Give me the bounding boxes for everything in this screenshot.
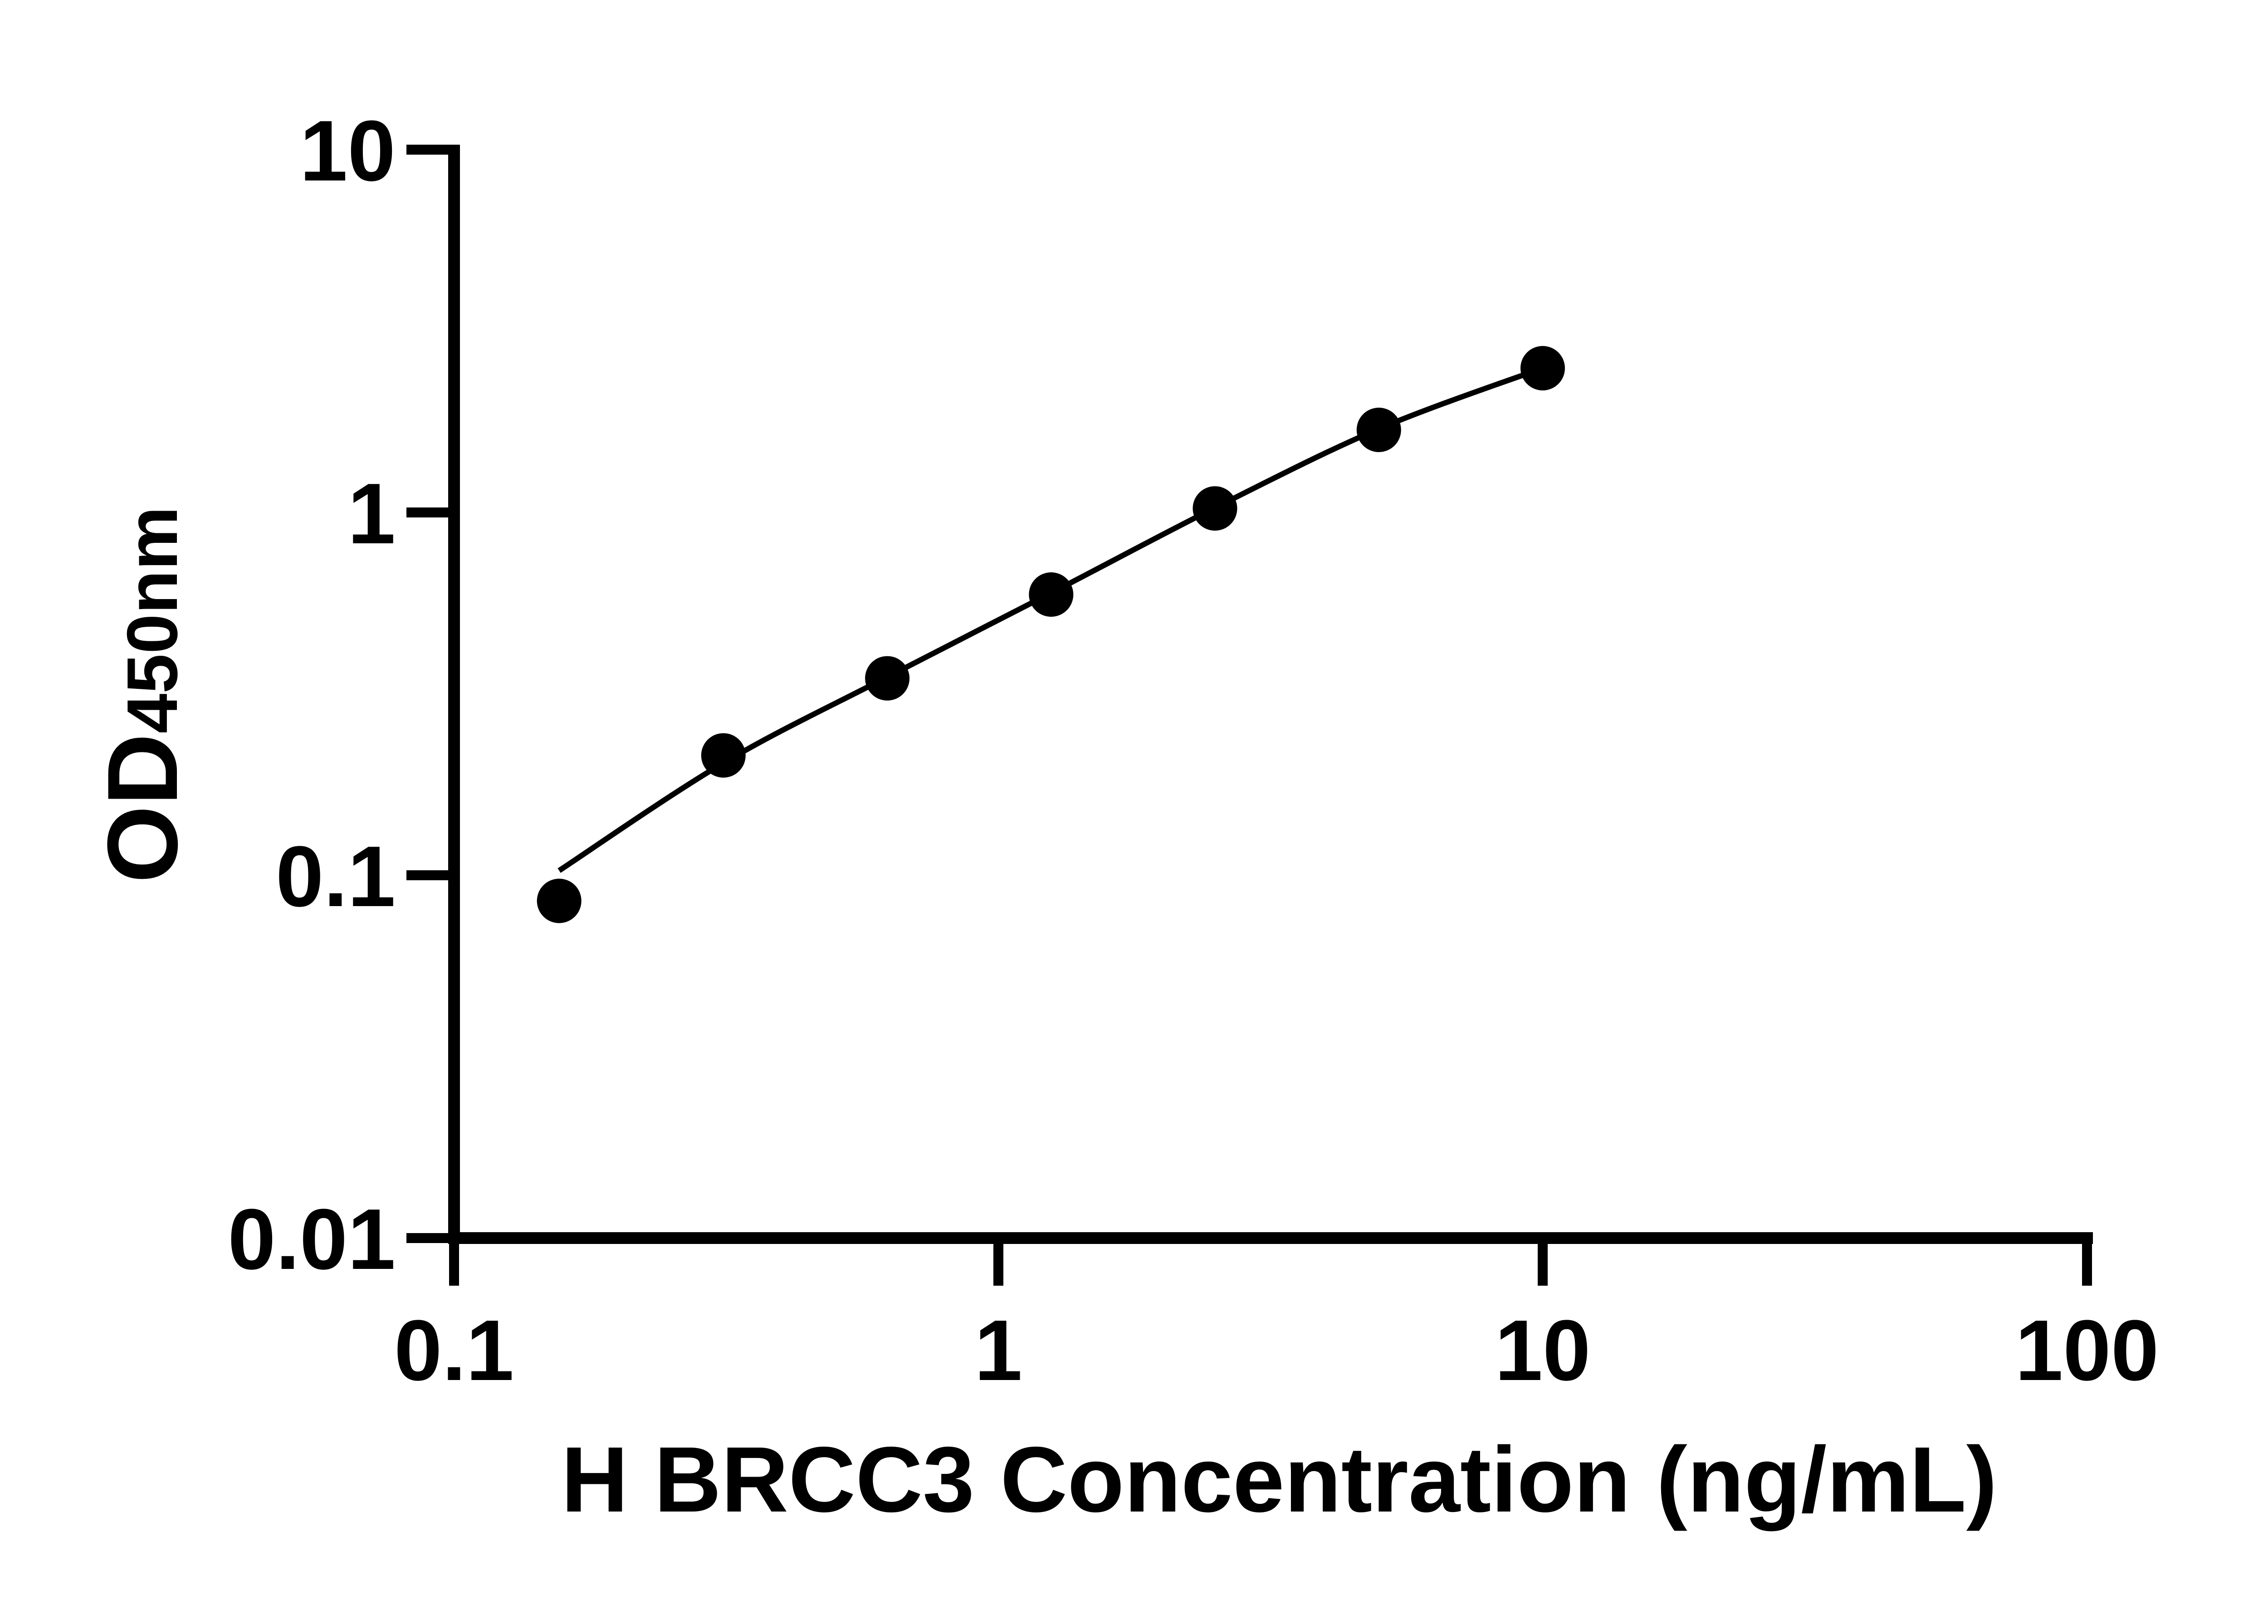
y-axis-title-sub: 450nm	[112, 507, 192, 734]
data-point	[1520, 346, 1565, 390]
y-tick-label: 0.01	[228, 1191, 396, 1287]
axes	[448, 145, 2093, 1244]
y-tick-label: 10	[300, 103, 396, 199]
x-tick-label: 100	[2015, 1302, 2159, 1399]
y-tick-label: 1	[347, 466, 396, 562]
data-point	[537, 878, 582, 923]
data-series	[537, 346, 1565, 923]
data-point	[865, 656, 910, 701]
y-axis-title-main: OD	[87, 733, 198, 883]
y-tick-label: 0.1	[276, 829, 396, 925]
axis-ticks	[406, 145, 2092, 1286]
data-point	[1029, 572, 1074, 617]
x-axis-title: H BRCC3 Concentration (ng/mL)	[561, 1428, 1997, 1531]
data-point	[1193, 486, 1237, 531]
x-tick-label: 10	[1495, 1302, 1590, 1399]
data-point	[701, 733, 746, 778]
x-tick-label: 1	[974, 1302, 1022, 1399]
y-axis-title: OD450nm	[87, 507, 198, 883]
data-point	[1356, 407, 1401, 452]
x-tick-label: 0.1	[394, 1302, 514, 1399]
axis-tick-labels: 10 1 0.1 0.01 0.1 1 10 100	[228, 103, 2159, 1399]
